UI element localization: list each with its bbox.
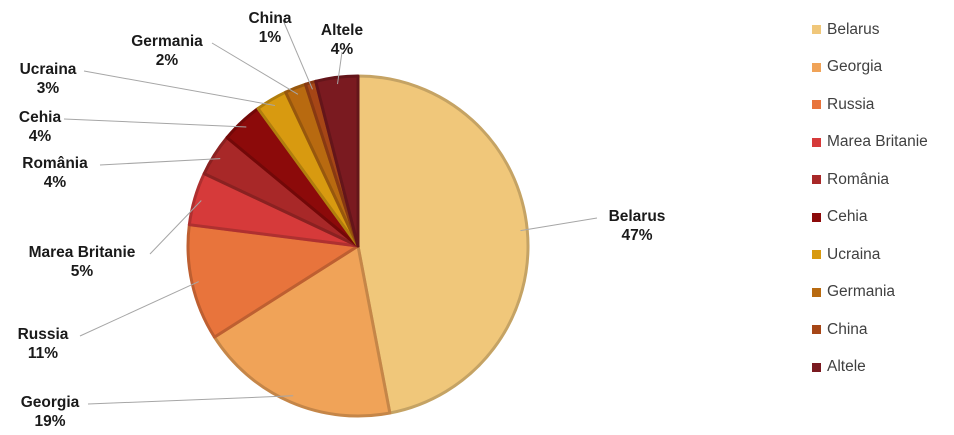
legend-item-ucraina: Ucraina <box>812 236 954 274</box>
data-label-value-altele: 4% <box>331 41 354 58</box>
legend-item-altele: Altele <box>812 349 954 387</box>
leader-line-altele <box>337 51 343 85</box>
pie-slice-georgia <box>212 244 392 418</box>
leader-line-ucraina <box>83 70 275 106</box>
legend-label-marea-britanie: Marea Britanie <box>827 133 928 151</box>
leader-line-russia <box>79 281 199 337</box>
pie-slice-belarus <box>356 74 530 415</box>
legend-swatch-georgia <box>812 62 821 72</box>
data-label-name-china: China <box>248 10 291 27</box>
leader-line-georgia <box>87 395 294 405</box>
legend: Belarus Georgia Russia Marea Britanie Români… <box>812 11 954 386</box>
data-label-name-germania: Germania <box>131 33 203 50</box>
data-label-name-marea-britanie: Marea Britanie <box>29 244 136 261</box>
legend-swatch-germania <box>812 287 821 297</box>
data-label-value-marea-britanie: 5% <box>71 263 94 280</box>
leader-line-romania <box>99 158 221 166</box>
data-label-name-georgia: Georgia <box>21 394 80 411</box>
data-label-value-china: 1% <box>259 29 282 46</box>
legend-item-marea-britanie: Marea Britanie <box>812 124 954 162</box>
legend-swatch-cehia <box>812 212 821 222</box>
data-label-value-cehia: 4% <box>29 128 52 145</box>
legend-item-russia: Russia <box>812 86 954 124</box>
legend-label-china: China <box>827 320 868 338</box>
legend-label-russia: Russia <box>827 95 875 113</box>
legend-label-ucraina: Ucraina <box>827 245 881 263</box>
data-label-name-romania: România <box>22 155 88 172</box>
legend-item-china: China <box>812 311 954 349</box>
legend-swatch-belarus <box>812 25 821 35</box>
data-label-value-ucraina: 3% <box>37 80 60 97</box>
legend-label-belarus: Belarus <box>827 20 880 38</box>
legend-label-germania: Germania <box>827 283 896 301</box>
legend-item-georgia: Georgia <box>812 49 954 87</box>
legend-swatch-china <box>812 325 821 335</box>
legend-label-altele: Altele <box>827 358 866 376</box>
legend-swatch-romania <box>812 175 821 185</box>
data-label-name-altele: Altele <box>321 22 364 39</box>
data-label-value-russia: 11% <box>28 345 58 362</box>
legend-label-cehia: Cehia <box>827 208 868 226</box>
leader-line-belarus <box>520 217 598 232</box>
data-label-name-cehia: Cehia <box>19 109 62 126</box>
leader-lines <box>63 19 598 405</box>
pie-slice-russia <box>186 223 360 339</box>
data-label-name-belarus: Belarus <box>609 208 666 225</box>
legend-item-romania: România <box>812 161 954 199</box>
data-label-value-belarus: 47% <box>621 227 652 244</box>
legend-label-georgia: Georgia <box>827 58 883 76</box>
data-label-name-russia: Russia <box>18 326 69 343</box>
leader-line-marea-britanie <box>149 200 202 255</box>
legend-item-cehia: Cehia <box>812 199 954 237</box>
legend-swatch-altele <box>812 362 821 372</box>
legend-item-belarus: Belarus <box>812 11 954 49</box>
data-label-value-germania: 2% <box>156 52 179 69</box>
pie-slice-altele <box>314 74 360 248</box>
pie-slices <box>186 74 530 418</box>
leader-line-cehia <box>63 118 247 128</box>
data-label-name-ucraina: Ucraina <box>20 61 77 78</box>
data-labels: Belarus 47% Georgia 19% Russia 11% Marea Brita… <box>18 10 666 430</box>
legend-item-germania: Germania <box>812 274 954 312</box>
leader-line-germania <box>211 42 299 95</box>
legend-swatch-russia <box>812 100 821 110</box>
data-label-value-georgia: 19% <box>34 413 65 430</box>
legend-swatch-marea-britanie <box>812 137 821 147</box>
leader-line-china <box>282 19 313 90</box>
data-label-value-romania: 4% <box>44 174 67 191</box>
legend-label-romania: România <box>827 170 890 188</box>
legend-swatch-ucraina <box>812 250 821 260</box>
